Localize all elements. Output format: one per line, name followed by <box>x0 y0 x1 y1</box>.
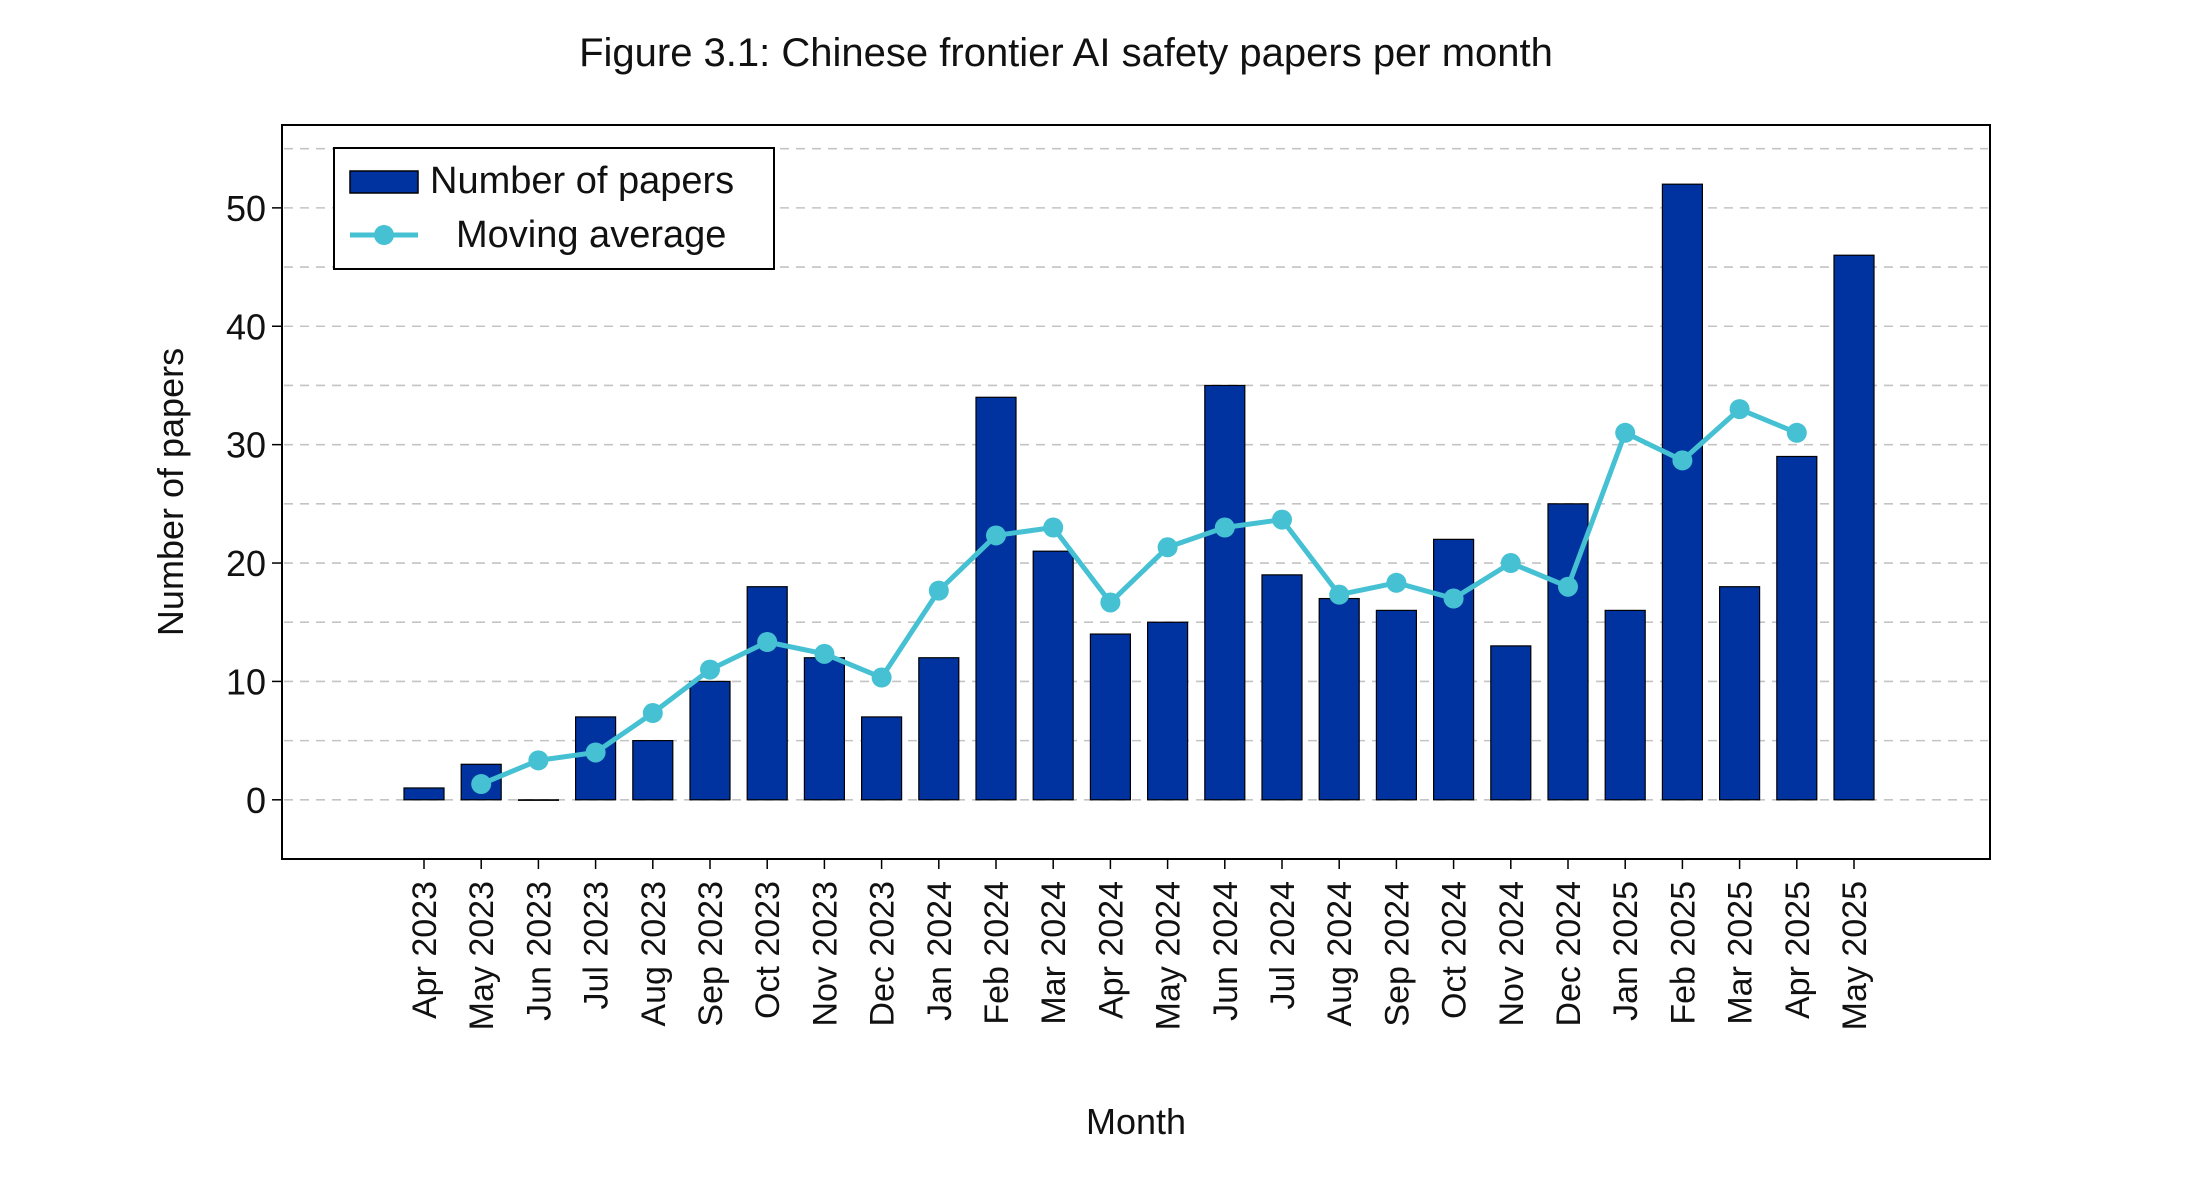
y-axis-label: Number of papers <box>150 348 191 636</box>
bar <box>1718 586 1761 801</box>
legend-label-papers: Number of papers <box>430 160 734 202</box>
moving-average-point <box>471 774 492 795</box>
bar <box>1604 609 1646 801</box>
moving-average-point <box>1272 509 1292 530</box>
y-tick-label: 30 <box>226 425 266 466</box>
x-tick-label: Nov 2024 <box>1493 881 1531 1027</box>
bar <box>689 680 731 801</box>
x-tick-label: Jul 2024 <box>1264 881 1302 1010</box>
x-tick-label: Jul 2023 <box>578 881 616 1010</box>
bar <box>860 716 903 801</box>
bar <box>1032 550 1074 801</box>
moving-average-point <box>871 667 892 688</box>
bar <box>1261 574 1303 801</box>
bar <box>803 657 846 801</box>
x-tick-label: May 2023 <box>463 881 501 1030</box>
y-tick-label: 10 <box>226 661 266 702</box>
x-tick-label: Mar 2024 <box>1035 881 1073 1025</box>
moving-average-point <box>700 659 720 680</box>
moving-average-line <box>480 406 1798 787</box>
x-tick-label: Aug 2023 <box>635 881 673 1027</box>
y-tick-label: 40 <box>226 306 266 347</box>
moving-average-point <box>928 580 949 601</box>
bar <box>1833 254 1875 801</box>
moving-average-point <box>1500 553 1521 574</box>
x-tick-label: Nov 2023 <box>806 881 844 1027</box>
moving-average-point <box>528 750 549 771</box>
x-axis-label: Month <box>1086 1101 1186 1142</box>
bar <box>1490 645 1532 801</box>
moving-average-point <box>1443 588 1464 609</box>
bar <box>1089 633 1132 801</box>
x-tick-label: Jan 2025 <box>1607 881 1645 1021</box>
bar <box>1318 597 1360 801</box>
moving-average-point <box>1214 517 1235 538</box>
y-tick-layer: 0 10 20 30 40 50 <box>226 188 282 821</box>
x-tick-label: Feb 2024 <box>978 881 1016 1025</box>
x-tick-label: Jan 2024 <box>921 881 959 1021</box>
legend-box <box>333 147 775 270</box>
moving-average-point <box>642 703 663 724</box>
x-tick-label: Oct 2023 <box>749 881 787 1019</box>
x-tick-label: Dec 2023 <box>864 881 902 1027</box>
moving-average-point <box>1558 576 1578 597</box>
grid-layer <box>284 147 1988 860</box>
moving-average-point <box>1672 450 1693 471</box>
x-tick-label: May 2024 <box>1150 881 1188 1030</box>
x-tick-label: Mar 2025 <box>1722 881 1760 1025</box>
bar <box>746 586 788 801</box>
y-tick-label: 20 <box>226 543 266 584</box>
x-tick-label: Aug 2024 <box>1321 881 1359 1027</box>
bar <box>632 740 674 801</box>
x-tick-label: Apr 2024 <box>1092 881 1130 1019</box>
x-tick-layer: Apr 2023 May 2023 Jun 2023 Jul 2023 Aug 2023… <box>406 859 1874 1030</box>
y-tick-label: 50 <box>226 188 266 229</box>
x-tick-label: Jun 2023 <box>520 881 558 1021</box>
moving-average-point <box>757 631 778 652</box>
x-tick-label: Oct 2024 <box>1436 881 1474 1019</box>
moving-average-point <box>1786 422 1807 443</box>
moving-average-point <box>986 525 1006 546</box>
moving-average-point <box>1386 572 1407 593</box>
bar-layer <box>403 183 1875 801</box>
x-tick-label: Apr 2023 <box>406 881 444 1019</box>
bar <box>1204 384 1246 801</box>
x-tick-label: Jun 2024 <box>1207 881 1245 1021</box>
x-tick-label: Sep 2024 <box>1378 881 1416 1027</box>
bar <box>975 396 1017 801</box>
moving-average-point <box>1157 537 1178 558</box>
legend-bar-swatch <box>349 170 419 194</box>
moving-average-point <box>585 742 606 763</box>
bar <box>1375 609 1418 801</box>
x-tick-label: Dec 2024 <box>1550 881 1588 1027</box>
moving-average-point <box>1329 584 1350 605</box>
legend: Number of papers Moving average <box>333 147 775 270</box>
moving-average-point <box>1729 399 1750 420</box>
bar <box>1432 538 1475 801</box>
y-tick-label: 0 <box>246 780 266 821</box>
x-tick-label: Apr 2025 <box>1779 881 1817 1019</box>
x-tick-label: Feb 2025 <box>1664 881 1702 1025</box>
legend-line-marker <box>374 225 394 245</box>
bar <box>403 787 445 801</box>
x-tick-label: Sep 2023 <box>692 881 730 1027</box>
x-tick-label: May 2025 <box>1836 881 1874 1030</box>
legend-label-average: Moving average <box>456 214 726 256</box>
bar <box>918 657 960 801</box>
moving-average-point <box>1615 422 1636 443</box>
bar <box>1661 183 1704 801</box>
bar <box>517 799 560 801</box>
bar <box>1776 455 1818 801</box>
chart-title: Figure 3.1: Chinese frontier AI safety p… <box>579 31 1553 75</box>
plot-frame <box>281 124 1991 860</box>
moving-average-point <box>814 643 835 664</box>
bar <box>1146 621 1189 801</box>
line-layer <box>471 399 1807 795</box>
moving-average-point <box>1100 592 1121 613</box>
moving-average-point <box>1043 517 1064 538</box>
